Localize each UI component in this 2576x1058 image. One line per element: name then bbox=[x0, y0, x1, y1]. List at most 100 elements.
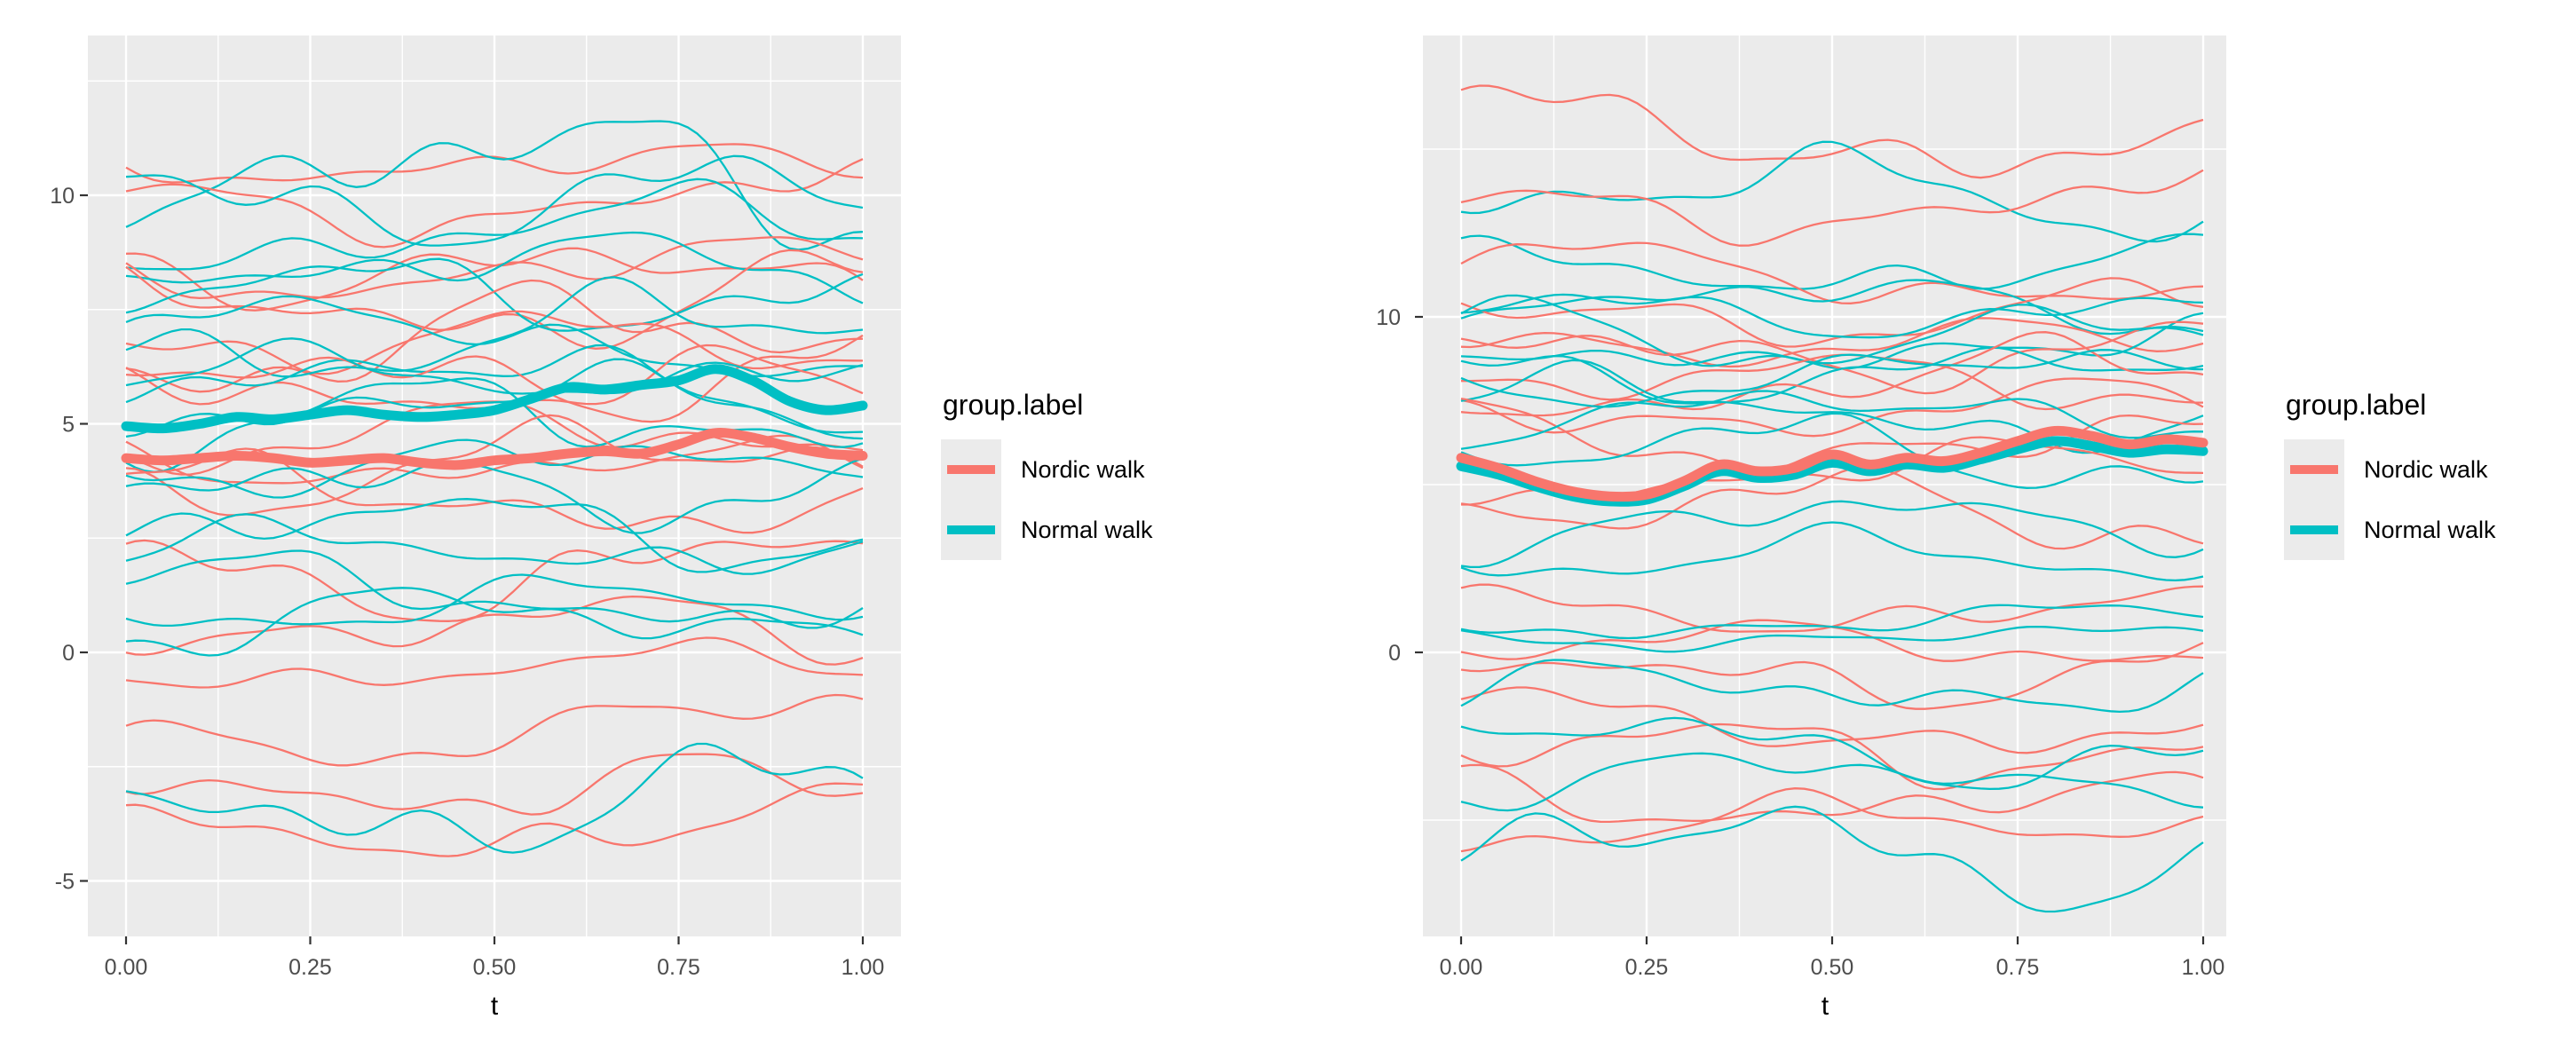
normal-walk-curve bbox=[125, 498, 864, 573]
y-tick-label: -5 bbox=[55, 870, 75, 895]
legend-label-nordic-walk: Nordic walk bbox=[2364, 455, 2488, 483]
legend-title: group.label bbox=[2286, 389, 2427, 421]
nordic-walk-curve bbox=[125, 249, 864, 350]
nordic-walk-curve bbox=[125, 636, 864, 689]
normal-walk-curve bbox=[125, 457, 864, 534]
normal-walk-curve bbox=[1460, 304, 2204, 367]
legend-label-normal-walk: Normal walk bbox=[1021, 516, 1153, 543]
left-legend: group.label Nordic walk Normal walk bbox=[941, 389, 1153, 560]
normal-walk-curve bbox=[125, 438, 864, 499]
normal-walk-curve bbox=[125, 337, 864, 395]
normal-walk-curve bbox=[1460, 349, 2204, 408]
nordic-walk-curve bbox=[1460, 787, 2204, 853]
nordic-walk-curve bbox=[1460, 331, 2204, 417]
x-axis-title: t bbox=[1821, 991, 1829, 1021]
nordic-walk-curve bbox=[1460, 317, 2204, 368]
legend-title: group.label bbox=[943, 389, 1084, 421]
nordic-walk-curve bbox=[1460, 169, 2204, 247]
normal-walk-curve bbox=[125, 573, 864, 628]
right-figure: 10 0 0.00 0.25 0.50 0.75 1.00 t group.label Nor… bbox=[1323, 0, 2576, 1058]
nordic-walk-curve bbox=[1460, 277, 2204, 348]
x-tick-label: 1.00 bbox=[2182, 955, 2225, 980]
x-tick-label: 0.50 bbox=[473, 955, 517, 980]
nordic-walk-curve bbox=[125, 236, 864, 300]
x-tick-label: 0.00 bbox=[105, 955, 148, 980]
y-tick-label: 0 bbox=[1388, 641, 1401, 666]
legend-label-nordic-walk: Nordic walk bbox=[1021, 455, 1145, 483]
nordic-walk-curve bbox=[1460, 763, 2204, 824]
nordic-walk-curve bbox=[125, 279, 864, 393]
normal-walk-curve bbox=[1460, 604, 2204, 640]
nordic-walk-curve bbox=[1460, 686, 2204, 754]
normal-walk-curve bbox=[125, 231, 864, 304]
legend-label-normal-walk: Normal walk bbox=[2364, 516, 2496, 543]
normal-walk-curve bbox=[1460, 625, 2204, 653]
legend-entry-nordic-walk: Nordic walk bbox=[941, 439, 1153, 500]
legend-entry-normal-walk: Normal walk bbox=[941, 500, 1153, 560]
x-tick-label: 0.75 bbox=[657, 955, 700, 980]
nordic-walk-curve bbox=[1460, 465, 2204, 550]
legend-entry-nordic-walk: Nordic walk bbox=[2284, 439, 2496, 500]
nordic-walk-curve bbox=[1460, 241, 2204, 304]
x-tick-label: 0.75 bbox=[1996, 955, 2040, 980]
normal-walk-curve bbox=[1460, 412, 2204, 489]
nordic-walk-curve bbox=[1460, 642, 2204, 710]
normal-walk-curve bbox=[1460, 279, 2204, 336]
legend-key-box bbox=[941, 500, 1001, 560]
normal-walk-curve bbox=[1460, 805, 2204, 913]
normal-walk-line-swatch bbox=[2290, 525, 2338, 534]
x-tick-label: 0.25 bbox=[288, 955, 332, 980]
normal-walk-curve bbox=[1460, 346, 2204, 405]
normal-walk-curve bbox=[125, 343, 864, 434]
x-axis-title: t bbox=[491, 991, 499, 1021]
x-tick-label: 0.25 bbox=[1625, 955, 1669, 980]
left-figure: 10 5 0 -5 0.00 0.25 0.50 0.75 1.00 t group.label … bbox=[50, 36, 1153, 1021]
normal-walk-curve bbox=[125, 549, 864, 629]
normal-walk-curve bbox=[1460, 293, 2204, 339]
nordic-walk-line-swatch bbox=[947, 465, 995, 474]
legend-key-box bbox=[941, 439, 1001, 500]
nordic-walk-curve bbox=[125, 595, 864, 666]
y-tick-label: 10 bbox=[50, 184, 75, 209]
normal-walk-mean-curve bbox=[1456, 436, 2209, 507]
normal-walk-curve bbox=[125, 178, 864, 271]
y-tick-label: 10 bbox=[1376, 305, 1401, 330]
nordic-walk-mean-curve bbox=[1456, 425, 2209, 502]
normal-walk-curve bbox=[1460, 140, 2204, 243]
nordic-walk-curve bbox=[125, 158, 864, 249]
x-tick-label: 1.00 bbox=[842, 955, 885, 980]
legend-entry-normal-walk: Normal walk bbox=[2284, 500, 2496, 560]
nordic-walk-curve bbox=[1460, 320, 2204, 395]
normal-walk-curve bbox=[1460, 359, 2204, 454]
left-curves-layer bbox=[121, 120, 868, 857]
normal-walk-curve bbox=[125, 120, 864, 251]
nordic-walk-curve bbox=[1460, 377, 2204, 438]
nordic-walk-curve bbox=[1460, 722, 2204, 791]
normal-walk-curve bbox=[125, 742, 864, 854]
y-tick-label: 5 bbox=[62, 413, 75, 438]
nordic-walk-curve bbox=[1460, 84, 2204, 179]
nordic-walk-curve bbox=[125, 693, 864, 767]
normal-walk-curve bbox=[1460, 716, 2204, 791]
normal-walk-mean-curve bbox=[121, 364, 868, 434]
x-tick-label: 0.00 bbox=[1440, 955, 1483, 980]
nordic-walk-line-swatch bbox=[2290, 465, 2338, 474]
right-legend: group.label Nordic walk Normal walk bbox=[2284, 389, 2496, 560]
normal-walk-curve bbox=[125, 513, 864, 575]
normal-walk-curve bbox=[125, 587, 864, 657]
normal-walk-curve bbox=[1460, 390, 2204, 450]
left-chart-canvas: 10 5 0 -5 0.00 0.25 0.50 0.75 1.00 t bbox=[50, 36, 901, 1021]
normal-walk-curve bbox=[1460, 521, 2204, 582]
normal-walk-curve bbox=[125, 154, 864, 247]
legend-key-box bbox=[2284, 439, 2344, 500]
normal-walk-curve bbox=[1460, 233, 2204, 290]
right-chart-canvas: 10 0 0.00 0.25 0.50 0.75 1.00 t bbox=[1376, 36, 2226, 1021]
nordic-walk-curve bbox=[125, 143, 864, 184]
nordic-walk-curve bbox=[1461, 353, 2204, 411]
y-tick-label: 0 bbox=[62, 641, 75, 666]
normal-walk-curve bbox=[125, 276, 864, 378]
normal-walk-curve bbox=[1460, 752, 2204, 812]
x-tick-label: 0.50 bbox=[1811, 955, 1854, 980]
right-curves-layer bbox=[1456, 84, 2209, 913]
normal-walk-curve bbox=[1460, 659, 2204, 714]
